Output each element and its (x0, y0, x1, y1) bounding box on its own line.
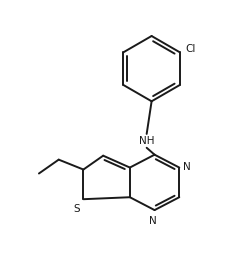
Text: S: S (73, 204, 80, 214)
Text: NH: NH (139, 136, 155, 146)
Text: N: N (183, 162, 191, 171)
Text: N: N (149, 216, 156, 226)
Text: Cl: Cl (186, 44, 196, 54)
